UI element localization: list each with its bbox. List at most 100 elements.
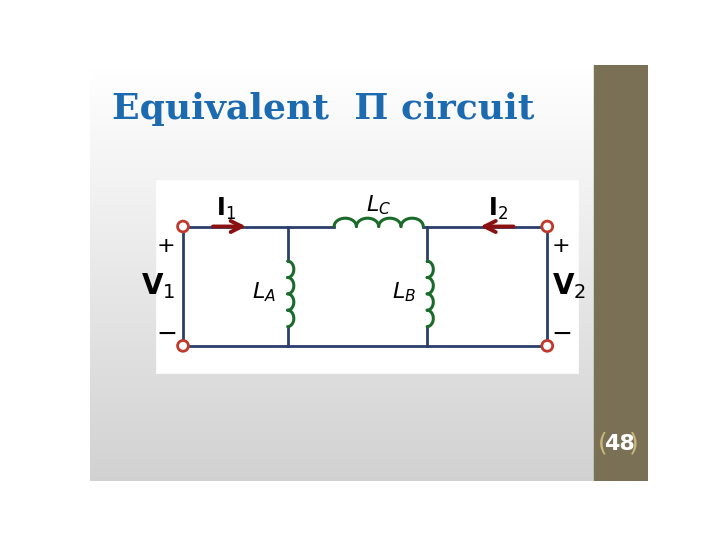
Bar	[90, 384, 594, 385]
Bar	[90, 385, 594, 386]
Bar	[90, 183, 594, 184]
Bar	[90, 417, 594, 418]
Bar	[90, 311, 594, 312]
Bar	[90, 202, 594, 204]
Bar	[90, 71, 594, 72]
Bar	[90, 274, 594, 275]
Bar	[90, 347, 594, 348]
Bar	[90, 148, 594, 150]
Bar	[90, 240, 594, 241]
Bar	[90, 415, 594, 416]
Bar	[90, 362, 594, 363]
Bar	[90, 378, 594, 379]
Bar	[90, 436, 594, 437]
Bar	[90, 386, 594, 387]
Bar	[90, 319, 594, 320]
Bar	[90, 352, 594, 353]
Bar	[90, 185, 594, 186]
Bar	[90, 225, 594, 226]
Bar	[90, 348, 594, 349]
Bar	[90, 160, 594, 161]
Bar	[90, 404, 594, 405]
Bar	[90, 86, 594, 87]
Bar	[90, 382, 594, 383]
Bar	[90, 439, 594, 440]
Bar	[90, 430, 594, 431]
Bar	[90, 112, 594, 113]
Bar	[90, 115, 594, 116]
Bar	[90, 135, 594, 136]
Bar	[90, 446, 594, 447]
Bar	[90, 383, 594, 384]
Bar	[90, 265, 594, 266]
Bar	[90, 84, 594, 85]
Bar	[90, 418, 594, 419]
Bar	[90, 103, 594, 104]
Bar	[90, 340, 594, 341]
Bar	[90, 476, 594, 477]
Bar	[90, 306, 594, 307]
Bar	[90, 296, 594, 298]
Bar	[90, 166, 594, 167]
Bar	[90, 356, 594, 357]
Bar	[90, 214, 594, 215]
Bar	[90, 413, 594, 414]
Bar	[90, 190, 594, 191]
Bar	[90, 294, 594, 295]
Bar	[90, 260, 594, 261]
Bar	[90, 429, 594, 430]
Bar	[90, 105, 594, 106]
Bar	[90, 464, 594, 465]
Bar	[90, 291, 594, 292]
Bar	[90, 231, 594, 232]
Bar	[90, 136, 594, 137]
Bar	[90, 219, 594, 220]
Bar	[90, 164, 594, 165]
Bar	[90, 458, 594, 459]
Bar	[90, 309, 594, 310]
Bar	[90, 204, 594, 205]
Bar	[90, 113, 594, 114]
Bar	[90, 75, 594, 76]
Bar	[90, 465, 594, 466]
Bar	[90, 121, 594, 122]
Text: ): )	[629, 431, 639, 456]
Bar	[90, 287, 594, 288]
Bar	[90, 228, 594, 229]
Bar	[90, 163, 594, 164]
Bar	[90, 170, 594, 171]
Bar	[90, 89, 594, 90]
Bar	[90, 307, 594, 308]
Bar	[90, 452, 594, 453]
Bar	[90, 266, 594, 267]
Bar	[90, 107, 594, 108]
Bar	[90, 364, 594, 365]
Bar	[90, 132, 594, 133]
Bar	[90, 399, 594, 400]
Bar	[156, 180, 578, 373]
Bar	[90, 284, 594, 285]
Bar	[90, 241, 594, 242]
Bar	[90, 321, 594, 322]
Text: $\mathbf{V}_2$: $\mathbf{V}_2$	[552, 272, 586, 301]
Bar	[90, 419, 594, 420]
Bar	[90, 456, 594, 457]
Bar	[90, 271, 594, 272]
Bar	[90, 162, 594, 163]
Bar	[90, 288, 594, 289]
Bar	[90, 316, 594, 318]
Bar	[90, 387, 594, 388]
Bar	[90, 376, 594, 377]
Bar	[90, 374, 594, 375]
Bar	[90, 70, 594, 71]
Bar	[90, 151, 594, 152]
Bar	[90, 299, 594, 300]
Bar	[90, 366, 594, 367]
Bar	[90, 165, 594, 166]
Bar	[90, 125, 594, 126]
Bar	[90, 137, 594, 138]
Bar	[90, 123, 594, 124]
Bar	[90, 351, 594, 352]
Bar	[90, 343, 594, 345]
Bar	[90, 308, 594, 309]
